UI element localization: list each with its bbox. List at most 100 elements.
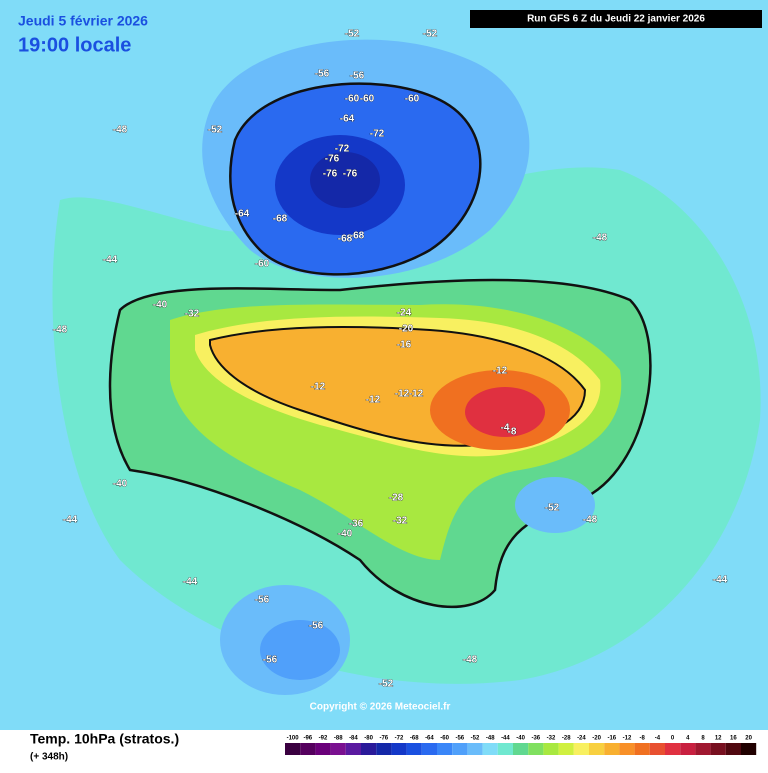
legend-label: -92	[319, 736, 328, 742]
legend-label: -12	[623, 736, 632, 742]
contour-label: -8	[508, 427, 517, 438]
contour-label: -32	[393, 516, 408, 527]
vortex-core	[310, 152, 380, 208]
legend-swatch	[634, 743, 650, 755]
copyright: Copyright © 2026 Meteociel.fr	[310, 702, 451, 713]
contour-label: -12	[395, 389, 410, 400]
footer-lead: (+ 348h)	[30, 752, 68, 763]
legend-swatch	[361, 743, 377, 755]
legend-swatch	[300, 743, 316, 755]
legend-swatch	[528, 743, 544, 755]
contour-label: -48	[583, 515, 598, 526]
legend-label: 0	[671, 736, 675, 742]
legend-label: -76	[379, 736, 388, 742]
contour-label: -32	[185, 309, 200, 320]
legend-swatch	[376, 743, 392, 755]
legend-swatch	[695, 743, 711, 755]
contour-label: -60	[345, 94, 360, 105]
contour-label: -40	[153, 300, 168, 311]
contour-label: -68	[338, 234, 353, 245]
legend-label: -80	[364, 736, 373, 742]
footer-title: Temp. 10hPa (stratos.)	[30, 731, 179, 747]
contour-label: -76	[325, 154, 340, 165]
legend-swatch	[391, 743, 407, 755]
contour-label: -44	[183, 577, 198, 588]
legend-swatch	[330, 743, 346, 755]
contour-label: -52	[379, 679, 394, 690]
contour-label: -36	[349, 519, 364, 530]
legend-label: -52	[471, 736, 480, 742]
contour-label: -12	[311, 382, 326, 393]
legend-label: -88	[334, 736, 343, 742]
legend-label: -24	[577, 736, 586, 742]
contour-label: -16	[397, 340, 412, 351]
legend-label: -48	[486, 736, 495, 742]
legend-swatch	[619, 743, 635, 755]
legend-swatch	[665, 743, 681, 755]
legend-swatch	[497, 743, 513, 755]
legend-label: -44	[501, 736, 510, 742]
contour-label: -40	[113, 479, 128, 490]
legend-label: -96	[303, 736, 312, 742]
contour-label: -44	[63, 515, 78, 526]
legend-label: -32	[547, 736, 556, 742]
legend-swatch	[680, 743, 696, 755]
contour-label: -56	[315, 69, 330, 80]
legend-swatch	[604, 743, 620, 755]
contour-label: -56	[309, 621, 324, 632]
legend-swatch	[513, 743, 529, 755]
contour-label: -12	[409, 389, 424, 400]
contour-label: -68	[273, 214, 288, 225]
legend-swatch	[482, 743, 498, 755]
run: Run GFS 6 Z du Jeudi 22 janvier 2026	[527, 14, 705, 25]
legend-label: -60	[440, 736, 449, 742]
legend-label: -28	[562, 736, 571, 742]
legend-label: -16	[607, 736, 616, 742]
legend-label: -36	[531, 736, 540, 742]
legend-label: -84	[349, 736, 358, 742]
warm-core	[465, 387, 545, 437]
contour-label: -68	[350, 231, 365, 242]
contour-label: -12	[366, 395, 381, 406]
contour-labels: -60 -60 -60-64-72-72-76-76 -76-68-68-68-64-…	[52, 28, 728, 690]
contour-label: -60	[405, 94, 420, 105]
contour-label: -28	[389, 493, 404, 504]
legend-swatch	[725, 743, 741, 755]
legend-swatch	[467, 743, 483, 755]
legend-label: -100	[287, 736, 300, 742]
contour-label: -44	[713, 575, 728, 586]
legend-label: 16	[730, 736, 737, 742]
contour-label: -52	[545, 503, 560, 514]
contour-label: -48	[53, 325, 68, 336]
contour-label: -24	[397, 308, 412, 319]
legend-label: -8	[640, 736, 646, 742]
legend-label: 8	[701, 736, 705, 742]
contour-label: -76	[343, 169, 358, 180]
legend-swatch	[421, 743, 437, 755]
legend-swatch	[345, 743, 361, 755]
contour-label: -12	[493, 366, 508, 377]
contour-label: -72	[335, 144, 350, 155]
contour-label: -64	[235, 209, 250, 220]
legend-swatch	[589, 743, 605, 755]
contour-label: -56	[263, 655, 278, 666]
date: Jeudi 5 février 2026	[18, 13, 148, 29]
contour-label: -48	[593, 233, 608, 244]
cold-pool	[260, 620, 340, 680]
legend-label: -72	[395, 736, 404, 742]
legend-swatch	[710, 743, 726, 755]
contour-label: -76	[323, 169, 338, 180]
cold-pool	[515, 477, 595, 533]
legend-label: -56	[455, 736, 464, 742]
contour-label: -48	[463, 655, 478, 666]
contour-label: -52	[208, 125, 223, 136]
contour-label: -64	[340, 114, 355, 125]
legend-swatch	[406, 743, 422, 755]
contour-label: -52	[345, 29, 360, 40]
run-box	[470, 10, 762, 28]
contour-label: -60	[360, 94, 375, 105]
legend-label: -64	[425, 736, 434, 742]
contour-label: -52	[423, 29, 438, 40]
legend-label: -40	[516, 736, 525, 742]
